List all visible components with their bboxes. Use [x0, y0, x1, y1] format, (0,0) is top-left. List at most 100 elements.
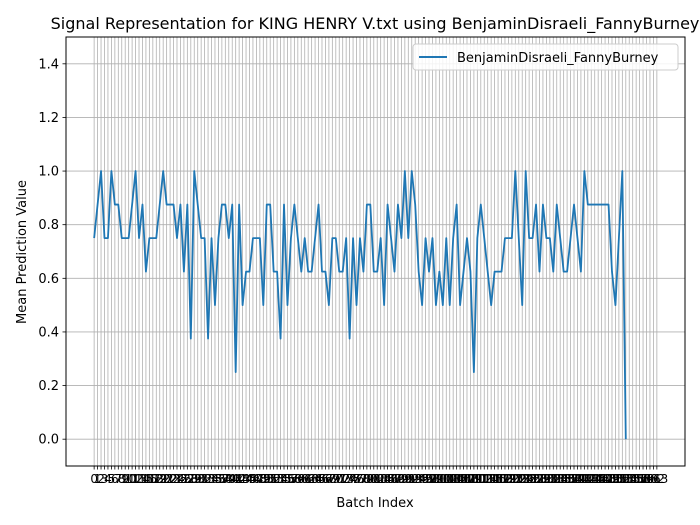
x-tick-label: 125 [514, 472, 537, 486]
x-tick-label: 160 [635, 472, 658, 486]
x-tick-label: 12 [128, 472, 143, 486]
x-tick-label: 24 [169, 472, 184, 486]
x-tick-label: 34 [204, 472, 219, 486]
x-tick-label: 89 [394, 472, 409, 486]
x-tick-label: 63 [304, 472, 319, 486]
x-tick-label: 158 [628, 472, 651, 486]
x-tick-label: 90 [397, 472, 412, 486]
x-tick-label: 155 [618, 472, 641, 486]
x-tick-label: 120 [497, 472, 520, 486]
x-tick-label: 70 [328, 472, 343, 486]
series-layer [93, 170, 627, 440]
x-tick-label: 133 [542, 472, 565, 486]
x-tick-label: 92 [404, 472, 419, 486]
x-tick-label: 35 [207, 472, 222, 486]
chart-title: Signal Representation for KING HENRY V.t… [51, 14, 700, 34]
x-tick-label: 6 [111, 472, 119, 486]
x-tick-label: 44 [238, 472, 253, 486]
x-tick-label: 33 [200, 472, 215, 486]
x-tick-label: 37 [214, 472, 229, 486]
y-tick-label: 1.2 [38, 111, 59, 126]
x-tick-label: 107 [452, 472, 475, 486]
x-tick-label: 50 [259, 472, 274, 486]
x-tick-label: 9 [121, 472, 129, 486]
x-tick-label: 68 [321, 472, 336, 486]
x-tick-label: 132 [538, 472, 561, 486]
x-tick-label: 91 [401, 472, 416, 486]
y-tick-label: 0.2 [38, 379, 59, 394]
x-tick-label: 83 [373, 472, 388, 486]
x-tick-label: 69 [325, 472, 340, 486]
x-tick-label: 15 [138, 472, 153, 486]
x-tick-label: 67 [318, 472, 333, 486]
x-tick-label: 8 [118, 472, 126, 486]
x-tick-label: 55 [276, 472, 291, 486]
x-tick-label: 77 [352, 472, 367, 486]
x-tick-label: 78 [356, 472, 371, 486]
x-axis-ticks: 0123456789101112131415161718192021222324… [90, 466, 668, 486]
x-tick-label: 111 [466, 472, 489, 486]
x-tick-label: 81 [366, 472, 381, 486]
x-tick-label: 62 [301, 472, 316, 486]
x-tick-label: 19 [152, 472, 167, 486]
x-tick-label: 53 [269, 472, 284, 486]
x-tick-label: 136 [552, 472, 575, 486]
x-tick-label: 135 [549, 472, 572, 486]
x-tick-label: 57 [283, 472, 298, 486]
x-tick-label: 140 [566, 472, 589, 486]
x-tick-label: 115 [480, 472, 503, 486]
x-tick-label: 51 [263, 472, 278, 486]
x-tick-label: 64 [307, 472, 322, 486]
x-tick-label: 65 [311, 472, 326, 486]
x-tick-label: 47 [249, 472, 264, 486]
series-line [93, 170, 627, 440]
x-tick-label: 2 [97, 472, 105, 486]
x-tick-label: 73 [339, 472, 354, 486]
x-tick-label: 118 [490, 472, 513, 486]
y-tick-label: 0.0 [38, 433, 59, 448]
x-tick-label: 152 [607, 472, 630, 486]
x-tick-label: 106 [449, 472, 472, 486]
x-tick-label: 76 [349, 472, 364, 486]
x-tick-label: 31 [194, 472, 209, 486]
x-tick-label: 122 [504, 472, 527, 486]
x-tick-label: 17 [145, 472, 160, 486]
x-tick-label: 119 [494, 472, 517, 486]
x-tick-label: 149 [597, 472, 620, 486]
x-tick-label: 45 [242, 472, 257, 486]
y-tick-label: 0.8 [38, 218, 59, 233]
x-tick-label: 61 [297, 472, 312, 486]
x-tick-label: 38 [218, 472, 233, 486]
x-tick-label: 153 [611, 472, 634, 486]
x-tick-label: 32 [197, 472, 212, 486]
grid-lines [66, 37, 685, 466]
x-tick-label: 13 [131, 472, 146, 486]
x-tick-label: 144 [580, 472, 603, 486]
x-tick-label: 141 [569, 472, 592, 486]
x-tick-label: 145 [583, 472, 606, 486]
y-tick-label: 0.6 [38, 272, 59, 287]
y-tick-label: 1.4 [38, 57, 59, 72]
x-tick-label: 139 [563, 472, 586, 486]
x-tick-label: 27 [180, 472, 195, 486]
x-tick-label: 0 [90, 472, 98, 486]
x-tick-label: 74 [342, 472, 357, 486]
x-tick-label: 146 [587, 472, 610, 486]
x-tick-label: 148 [594, 472, 617, 486]
x-tick-label: 142 [573, 472, 596, 486]
x-tick-label: 131 [535, 472, 558, 486]
x-tick-label: 3 [101, 472, 109, 486]
x-tick-label: 66 [314, 472, 329, 486]
x-tick-label: 49 [256, 472, 271, 486]
x-tick-label: 42 [231, 472, 246, 486]
legend-label: BenjaminDisraeli_FannyBurney [457, 51, 659, 66]
x-tick-label: 129 [528, 472, 551, 486]
x-tick-label: 93 [408, 472, 423, 486]
x-tick-label: 26 [176, 472, 191, 486]
x-tick-label: 128 [525, 472, 548, 486]
x-tick-label: 36 [211, 472, 226, 486]
x-tick-label: 105 [445, 472, 468, 486]
x-tick-label: 99 [428, 472, 443, 486]
x-tick-label: 59 [290, 472, 305, 486]
x-tick-label: 123 [507, 472, 530, 486]
